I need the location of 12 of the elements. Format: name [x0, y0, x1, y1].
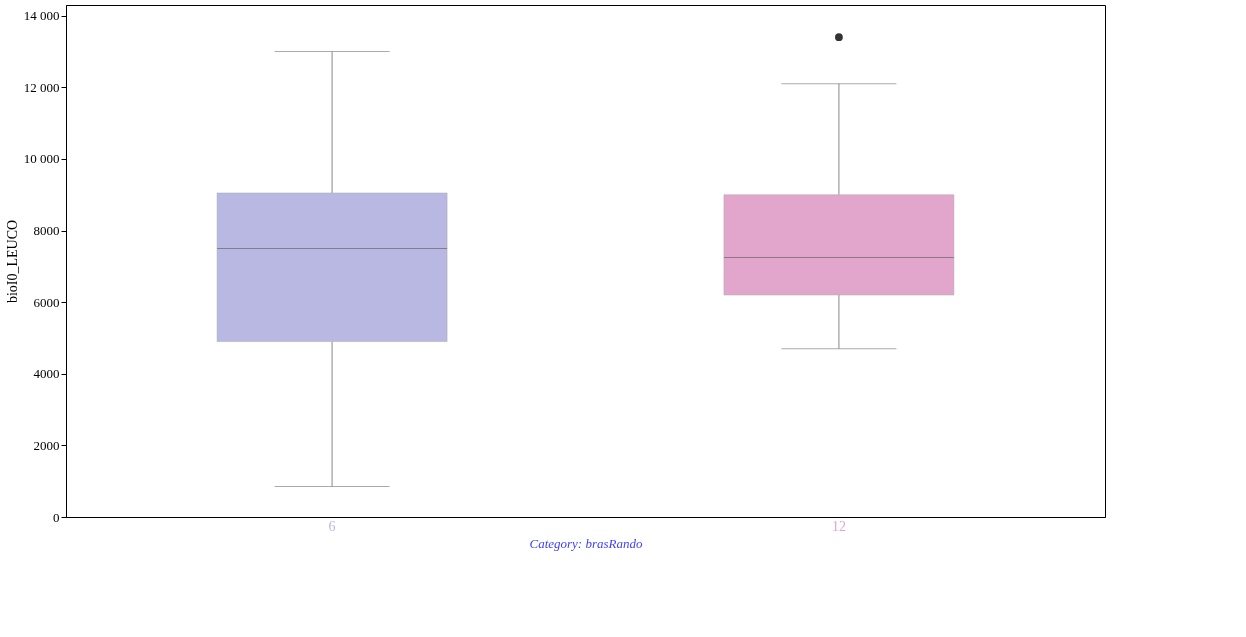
y-tick-label: 12 000: [23, 79, 60, 95]
y-tick-label: 0: [53, 509, 60, 525]
y-axis-title: bioI0_LEUCO: [4, 219, 20, 304]
y-tick-label: 2000: [33, 437, 60, 453]
x-tick-label: 6: [328, 518, 336, 534]
y-tick-label: 14 000: [23, 8, 60, 24]
x-axis-title: Category: brasRando: [529, 535, 643, 551]
y-tick-label: 6000: [33, 294, 60, 310]
y-tick-label: 4000: [33, 366, 60, 382]
y-tick-label: 10 000: [23, 151, 60, 167]
x-tick-label: 12: [831, 518, 846, 534]
y-tick-label: 8000: [33, 223, 60, 239]
